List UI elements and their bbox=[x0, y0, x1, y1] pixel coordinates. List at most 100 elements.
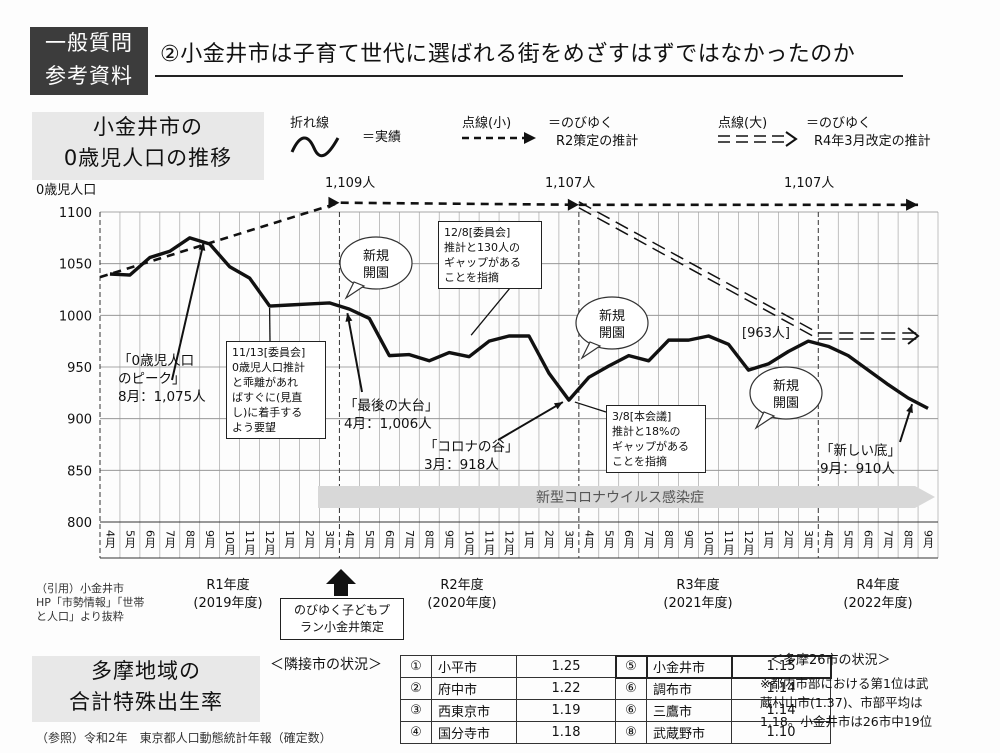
projection-r4-arrowhead bbox=[907, 327, 920, 345]
birth-rate-line1: 多摩地域の bbox=[91, 659, 201, 683]
x-tick-label: 6月 bbox=[143, 530, 156, 548]
legend-small-desc1: ＝のびゆく bbox=[548, 116, 614, 131]
badge-line1: 一般質問 bbox=[45, 31, 133, 55]
x-tick-label: 4月 bbox=[822, 530, 835, 548]
x-tick-label: 10月 bbox=[463, 530, 476, 555]
x-tick-label: 5月 bbox=[363, 530, 376, 548]
y-tick-label: 1000 bbox=[59, 309, 92, 324]
bubble-tail bbox=[580, 341, 602, 360]
x-tick-label: 4月 bbox=[103, 530, 116, 548]
x-tick-label: 6月 bbox=[383, 530, 396, 548]
value-cell: 1.18 bbox=[516, 721, 616, 744]
city-cell: 西東京市 bbox=[431, 699, 517, 722]
table-row: ④ 国分寺市 1.18 ⑧ 武蔵野市 1.10 bbox=[400, 721, 831, 744]
bottom-line2: 9月：910人 bbox=[820, 461, 895, 477]
last-peak-annotation: 「最後の大台」 4月：1,006人 bbox=[344, 397, 439, 433]
plan-adopted-box: のびゆく子どもプ ラン小金井策定 bbox=[280, 598, 404, 640]
nov13-line: ばすぐに(見直 bbox=[232, 391, 303, 404]
x-tick-label: 11月 bbox=[243, 530, 256, 555]
peak-line2: のピーク」 bbox=[118, 371, 186, 387]
fiscal-year-label: R3年度 bbox=[676, 578, 720, 593]
table-row: ③ 西東京市 1.19 ⑥ 三鷹市 1.14 bbox=[400, 699, 831, 722]
x-tick-label: 11月 bbox=[722, 530, 735, 555]
last-peak-arrow-head bbox=[345, 313, 353, 322]
new-nursery-text: 新規 bbox=[363, 248, 389, 264]
title-underline bbox=[155, 75, 903, 77]
legend-large-title: 点線(大) bbox=[718, 116, 768, 131]
y-axis-label: 0歳児人口 bbox=[36, 183, 97, 198]
birth-rate-line2: 合計特殊出生率 bbox=[69, 690, 223, 714]
y-tick-label: 900 bbox=[67, 413, 92, 428]
value-cell: 1.19 bbox=[516, 699, 616, 722]
x-tick-label: 11月 bbox=[483, 530, 496, 555]
rank-cell: ⑥ bbox=[615, 677, 647, 700]
x-tick-label: 5月 bbox=[842, 530, 855, 548]
fiscal-year-label: R1年度 bbox=[206, 578, 250, 593]
top-label-3: 1,107人 bbox=[784, 176, 835, 191]
tama-line1: ※都内市部における第1位は武 bbox=[760, 676, 929, 691]
peak-arrow-head bbox=[198, 241, 206, 251]
birth-rate-table: ① 小平市 1.25 ⑤ 小金井市 1.15 ② 府中市 1.22 ⑥ 調布市 1.14 ③ 西東京市 1.… bbox=[400, 654, 832, 744]
city-cell: 調布市 bbox=[646, 677, 732, 700]
mar8-line: 3/8[本会議] bbox=[612, 410, 672, 423]
fiscal-year-sub: (2022年度) bbox=[843, 596, 913, 611]
projection-r2-line bbox=[99, 201, 919, 279]
chart-title-line1: 小金井市の bbox=[93, 115, 203, 139]
city-cell: 武蔵野市 bbox=[646, 721, 732, 744]
mar8-plenary-box: 3/8[本会議] 推計と18%の ギャップがある ことを指摘 bbox=[606, 405, 706, 473]
new-nursery-bubble bbox=[339, 236, 413, 290]
plan-arrow bbox=[326, 569, 356, 596]
rank-cell: ⑧ bbox=[615, 721, 647, 744]
x-tick-label: 9月 bbox=[203, 530, 216, 548]
x-tick-label: 1月 bbox=[283, 530, 296, 548]
actual-series-line bbox=[109, 236, 929, 410]
value-cell: 1.10 bbox=[731, 721, 831, 744]
peak-line3: 8月：1,075人 bbox=[118, 389, 206, 405]
x-tick-label: 3月 bbox=[323, 530, 336, 548]
new-nursery-text: 開園 bbox=[599, 326, 625, 341]
chart-title-line2: 0歳児人口の推移 bbox=[63, 146, 233, 170]
x-tick-label: 4月 bbox=[582, 530, 595, 548]
new-nursery-text: 新規 bbox=[773, 378, 799, 394]
dec8-line: 推計と130人の bbox=[444, 241, 520, 254]
x-tick-label: 3月 bbox=[562, 530, 575, 548]
x-tick-label: 2月 bbox=[782, 530, 795, 548]
city-cell: 府中市 bbox=[431, 677, 517, 700]
fiscal-year-sub: (2021年度) bbox=[663, 596, 733, 611]
corona-arrow-head bbox=[553, 402, 563, 410]
value-cell: 1.22 bbox=[516, 677, 616, 700]
top-label-2: 1,107人 bbox=[545, 176, 596, 191]
plan-line2: ラン小金井策定 bbox=[299, 620, 384, 634]
mar8-line: ギャップがある bbox=[612, 440, 689, 453]
plan-line1: のびゆく子どもプ bbox=[293, 603, 390, 617]
x-tick-label: 12月 bbox=[742, 530, 755, 555]
y-tick-label: 1050 bbox=[59, 258, 92, 273]
dec8-line: ギャップがある bbox=[444, 256, 521, 269]
nov13-line: と乖離があれ bbox=[232, 376, 298, 389]
projection-r4-line bbox=[578, 207, 919, 340]
legend-large-desc2: R4年3月改定の推計 bbox=[814, 134, 931, 149]
mar8-pointer bbox=[574, 401, 607, 413]
projection-r2-arrowhead bbox=[328, 196, 340, 209]
x-tick-label: 1月 bbox=[762, 530, 775, 548]
city-cell: 小金井市 bbox=[645, 654, 733, 679]
last-line2: 4月：1,006人 bbox=[344, 416, 432, 432]
x-tick-label: 9月 bbox=[682, 530, 695, 548]
tama-line3: 1.18。小金井市は26市中19位 bbox=[760, 714, 933, 729]
x-tick-label: 8月 bbox=[662, 530, 675, 548]
peak-annotation: 「0歳児人口 のピーク」 8月：1,075人 bbox=[118, 352, 206, 406]
top-label-1: 1,109人 bbox=[325, 176, 376, 191]
projection-r4-line bbox=[578, 201, 919, 334]
fiscal-year-r1: R1年度 (2019年度) bbox=[168, 577, 288, 613]
projection-r2-arrowhead bbox=[567, 198, 579, 211]
bubble-tail bbox=[344, 281, 366, 300]
rank-cell: ④ bbox=[400, 721, 432, 744]
bottom-line1: 「新しい底」 bbox=[820, 443, 901, 459]
legend-large-swatch bbox=[718, 131, 798, 147]
population-chart: 1100 1050 1000 950 900 850 800 4月 5月 6月 7月 8月 9月 10月 1… bbox=[59, 196, 939, 596]
legend-solid-desc: ＝実績 bbox=[362, 130, 402, 145]
x-tick-label: 5月 bbox=[602, 530, 615, 548]
table-row: ② 府中市 1.22 ⑥ 調布市 1.14 bbox=[400, 677, 831, 700]
last-peak-arrow bbox=[346, 312, 363, 393]
value-cell: 1.15 bbox=[730, 654, 832, 679]
